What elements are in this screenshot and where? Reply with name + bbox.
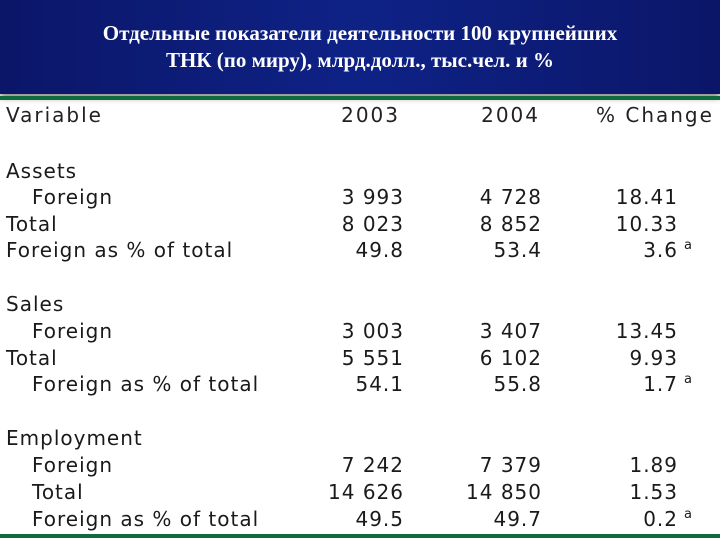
assets-row-2004: 8 852 [479,212,542,236]
sales-row-change: 13.45 [615,319,678,343]
table-bottom-rule [0,534,720,538]
sales-row-label: Total [6,346,58,370]
assets-row-2003: 3 993 [341,185,404,209]
assets-row-label: Total [6,212,58,236]
employment-row-2003: 7 242 [341,453,404,477]
assets-row-change: 10.33 [615,212,678,236]
employment-row-change: 1.53 [629,480,678,504]
employment-row-2003: 14 626 [328,480,404,504]
employment-row-label: Total [32,480,84,504]
assets-row-label: Foreign as % of total [6,238,234,262]
employment-row-2004: 14 850 [466,480,542,504]
footnote-mark: a [684,372,693,387]
assets-row-2003: 49.8 [355,238,404,262]
table-top-rule [0,96,720,100]
header-2004: 2004 [481,103,540,127]
assets-row-change: 18.41 [615,185,678,209]
header-variable: Variable [6,103,103,127]
employment-row-change: 0.2 [643,507,678,531]
slide-title: Отдельные показатели деятельности 100 кр… [0,20,720,74]
slide-header: Отдельные показатели деятельности 100 кр… [0,0,720,94]
section-title-assets: Assets [6,159,78,183]
sales-row-2004: 55.8 [493,372,542,396]
assets-row-change: 3.6 [643,238,678,262]
assets-row-label: Foreign [32,185,114,209]
employment-row-label: Foreign as % of total [32,507,260,531]
employment-row-2004: 7 379 [479,453,542,477]
sales-row-change: 9.93 [629,346,678,370]
assets-row-2003: 8 023 [341,212,404,236]
header-change: % Change [596,103,714,127]
sales-row-2003: 5 551 [341,346,404,370]
sales-row-2003: 3 003 [341,319,404,343]
footnote-mark: a [684,507,693,522]
section-title-employment: Employment [6,426,143,450]
employment-row-label: Foreign [32,453,114,477]
header-2003: 2003 [341,103,400,127]
assets-row-2004: 4 728 [479,185,542,209]
title-line-2: ТНК (по миру), млрд.долл., тыс.чел. и % [165,48,555,72]
sales-row-change: 1.7 [643,372,678,396]
employment-row-change: 1.89 [629,453,678,477]
sales-row-2004: 3 407 [479,319,542,343]
sales-row-label: Foreign as % of total [32,372,260,396]
footnote-mark: a [684,238,693,253]
sales-row-2004: 6 102 [479,346,542,370]
assets-row-2004: 53.4 [493,238,542,262]
sales-row-label: Foreign [32,319,114,343]
section-title-sales: Sales [6,292,65,316]
employment-row-2003: 49.5 [355,507,404,531]
employment-row-2004: 49.7 [493,507,542,531]
sales-row-2003: 54.1 [355,372,404,396]
title-line-1: Отдельные показатели деятельности 100 кр… [102,21,618,45]
